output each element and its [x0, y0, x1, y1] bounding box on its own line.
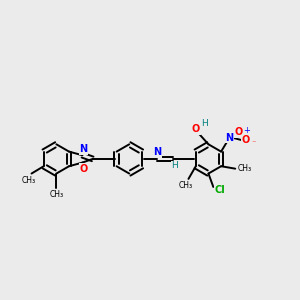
Text: Cl: Cl: [214, 185, 225, 195]
Text: CH₃: CH₃: [238, 164, 252, 173]
Text: O: O: [192, 124, 200, 134]
Text: O: O: [80, 164, 88, 173]
Text: N: N: [80, 144, 88, 154]
Text: CH₃: CH₃: [179, 181, 193, 190]
Text: O: O: [241, 135, 250, 145]
Text: O: O: [234, 128, 243, 137]
Text: +: +: [243, 125, 250, 134]
Text: N: N: [225, 133, 233, 143]
Text: N: N: [153, 147, 161, 158]
Text: ⁻: ⁻: [251, 138, 256, 147]
Text: H: H: [171, 161, 178, 170]
Text: CH₃: CH₃: [22, 176, 36, 184]
Text: H: H: [201, 119, 207, 128]
Text: CH₃: CH₃: [50, 190, 64, 199]
